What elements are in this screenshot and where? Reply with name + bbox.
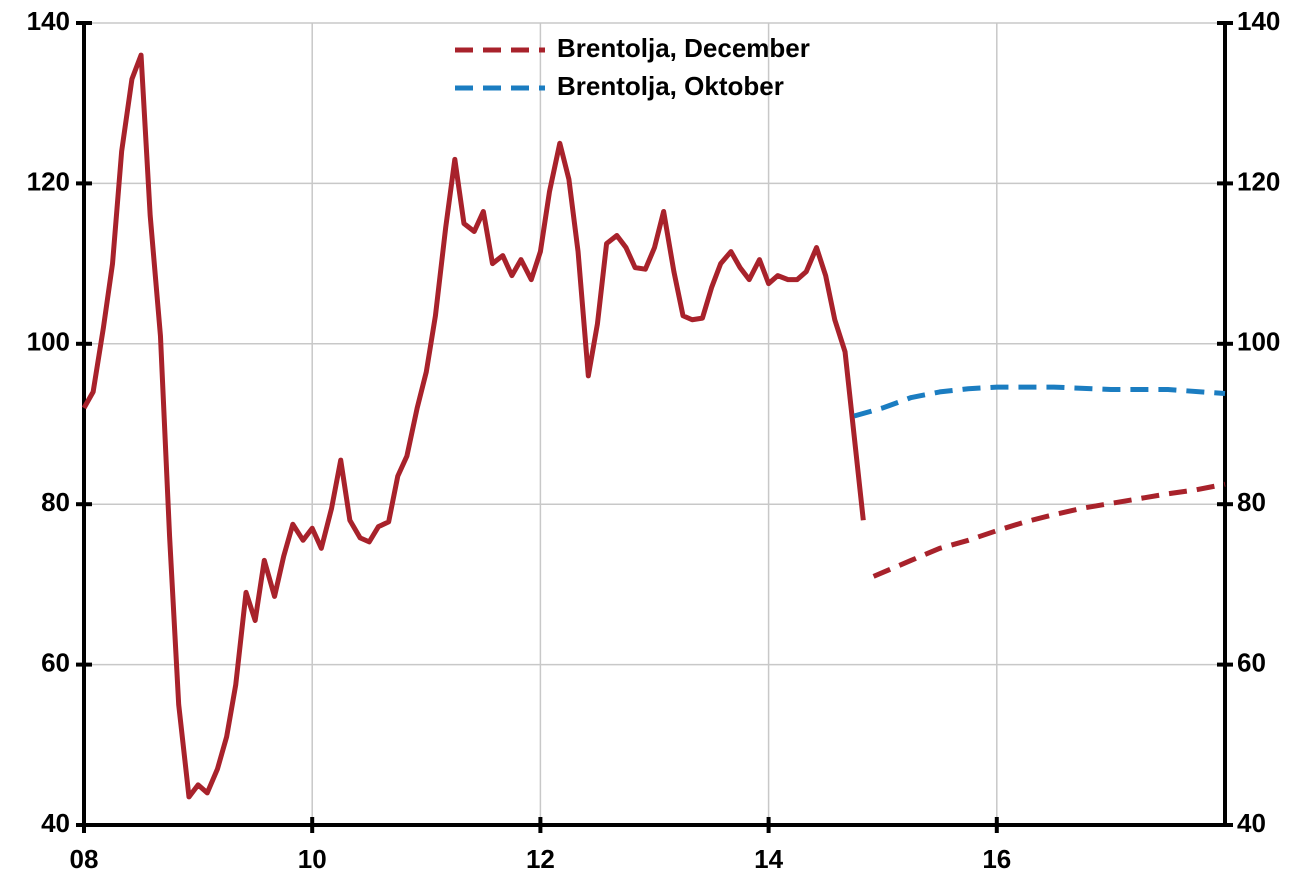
y-tick-label: 80 xyxy=(41,487,70,517)
y-tick-label: 60 xyxy=(41,647,70,677)
y-tick-label: 100 xyxy=(27,327,70,357)
y2-tick-label: 40 xyxy=(1237,808,1266,838)
legend-label: Brentolja, Oktober xyxy=(557,71,784,101)
x-tick-label: 16 xyxy=(982,844,1011,874)
x-tick-label: 12 xyxy=(526,844,555,874)
x-tick-label: 14 xyxy=(754,844,783,874)
y2-tick-label: 140 xyxy=(1237,6,1280,36)
y-tick-label: 40 xyxy=(41,808,70,838)
y-tick-label: 140 xyxy=(27,6,70,36)
y2-tick-label: 60 xyxy=(1237,647,1266,677)
series-line xyxy=(872,481,1226,579)
series-line xyxy=(81,52,866,800)
x-tick-label: 08 xyxy=(70,844,99,874)
legend-label: Brentolja, December xyxy=(557,33,810,63)
y2-tick-label: 120 xyxy=(1237,166,1280,196)
y-tick-label: 120 xyxy=(27,166,70,196)
series-line xyxy=(853,384,1226,419)
y2-tick-label: 80 xyxy=(1237,487,1266,517)
y2-tick-label: 100 xyxy=(1237,327,1280,357)
x-tick-label: 10 xyxy=(298,844,327,874)
